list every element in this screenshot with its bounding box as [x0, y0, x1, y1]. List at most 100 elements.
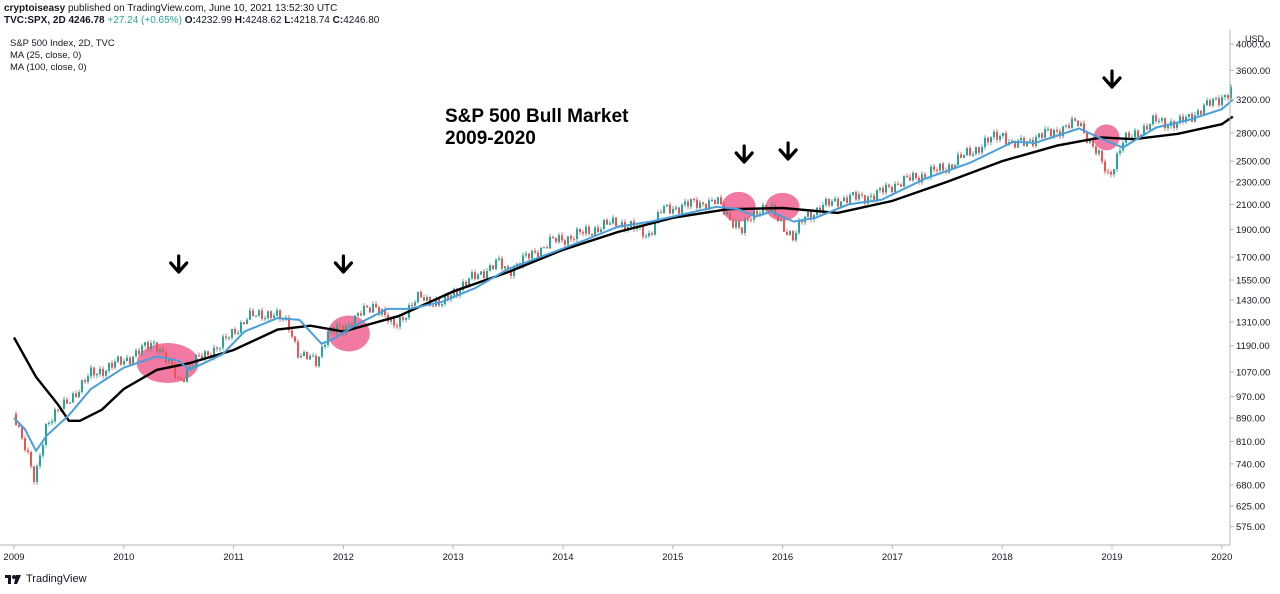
candle-body: [321, 346, 323, 357]
candle-body: [870, 195, 872, 197]
candle-body: [1047, 128, 1049, 130]
candle-body: [498, 258, 500, 260]
candle-body: [1086, 133, 1088, 143]
candle-body: [1230, 87, 1232, 99]
candle-body: [951, 164, 953, 169]
candle-body: [183, 379, 185, 382]
candle-body: [390, 318, 392, 322]
open-value: 4232.99: [195, 15, 232, 26]
candle-body: [996, 131, 998, 140]
price-axis[interactable]: 4000.00 3600.00 3200.00 2800.00 2500.00 2300.…: [1230, 40, 1270, 534]
candle-body: [873, 195, 875, 201]
candle-body: [960, 154, 962, 158]
down-arrow-icon: [1102, 69, 1122, 89]
close-label: C:: [332, 15, 344, 26]
time-axis[interactable]: 2009 2010 2011 2012 2013 2014 2015 2016 2017 2018…: [3, 545, 1232, 563]
candle-body: [1062, 126, 1064, 137]
candle-body: [699, 202, 701, 208]
candle-body: [1206, 100, 1208, 105]
candle-body: [591, 233, 593, 236]
candle-body: [504, 266, 506, 269]
candle-body: [1143, 125, 1145, 135]
candle-body: [1014, 140, 1016, 148]
price-tick-label: 2100.00: [1236, 200, 1270, 211]
time-tick-label: 2018: [992, 552, 1013, 563]
candle-body: [939, 163, 941, 171]
candle-body: [1083, 123, 1085, 134]
candle-body: [264, 318, 266, 320]
candle-body: [777, 215, 779, 222]
candle-body: [588, 226, 590, 234]
time-tick-label: 2012: [333, 552, 354, 563]
candle-body: [1089, 138, 1091, 143]
candle-body: [468, 278, 470, 286]
candle-body: [708, 200, 710, 210]
candle-body: [837, 198, 839, 207]
candle-body: [1188, 113, 1190, 117]
candle-body: [525, 253, 527, 256]
price-tick-label: 625.00: [1236, 501, 1265, 512]
candle-body: [606, 219, 608, 225]
candle-body: [1110, 171, 1112, 175]
price-tick-label: 1900.00: [1236, 225, 1270, 236]
candle-body: [1068, 125, 1070, 129]
price-tick-label: 2300.00: [1236, 177, 1270, 188]
price-tick-label: 575.00: [1236, 522, 1265, 533]
candle-body: [384, 308, 386, 316]
publish-info: cryptoiseasy published on TradingView.co…: [4, 3, 337, 15]
candle-body: [957, 154, 959, 166]
candle-body: [1182, 116, 1184, 123]
candle-body: [732, 220, 734, 228]
candle-body: [255, 315, 257, 317]
candle-body: [399, 317, 401, 327]
price-tick-label: 970.00: [1236, 392, 1265, 403]
candle-body: [1167, 126, 1169, 129]
candle-body: [669, 204, 671, 214]
candle-body: [240, 322, 242, 333]
candle-body: [81, 380, 83, 392]
low-value: 4218.74: [293, 15, 330, 26]
candle-body: [372, 304, 374, 313]
price-chart[interactable]: 4000.00 3600.00 3200.00 2800.00 2500.00 2300.…: [0, 30, 1280, 570]
price-tick-label: 1190.00: [1236, 341, 1270, 352]
annotation-line-2: 2009-2020: [445, 128, 536, 149]
candle-body: [849, 194, 851, 203]
candle-body: [744, 219, 746, 234]
candle-body: [609, 223, 611, 225]
candle-body: [600, 229, 602, 232]
candle-body: [369, 307, 371, 313]
candle-body: [972, 153, 974, 156]
candle-body: [1050, 128, 1052, 137]
candle-body: [537, 252, 539, 258]
candle-body: [984, 137, 986, 147]
candle-body: [33, 466, 35, 482]
candle-body: [63, 399, 65, 409]
candle-body: [843, 197, 845, 202]
candle-body: [180, 377, 182, 380]
candle-body: [42, 444, 44, 456]
candle-body: [792, 231, 794, 241]
candle-body: [339, 325, 341, 327]
candle-body: [552, 236, 554, 238]
candle-body: [300, 356, 302, 358]
candle-body: [759, 213, 761, 215]
candle-body: [159, 348, 161, 352]
candle-body: [690, 199, 692, 207]
candle-body: [819, 207, 821, 213]
author-name[interactable]: cryptoiseasy: [4, 3, 66, 14]
candle-body: [1080, 123, 1082, 127]
candle-body: [1092, 138, 1094, 147]
price-tick-label: 2500.00: [1236, 157, 1270, 168]
candle-body: [1029, 139, 1031, 142]
candle-body: [510, 269, 512, 276]
candle-body: [522, 255, 524, 267]
candle-body: [156, 342, 158, 352]
candle-body: [1218, 98, 1220, 105]
candle-body: [246, 319, 248, 325]
candle-body: [567, 236, 569, 245]
tradingview-logo[interactable]: TradingView: [4, 573, 87, 585]
candle-body: [87, 376, 89, 382]
candle-body: [147, 342, 149, 350]
candle-body: [954, 165, 956, 169]
candle-body: [621, 221, 623, 227]
